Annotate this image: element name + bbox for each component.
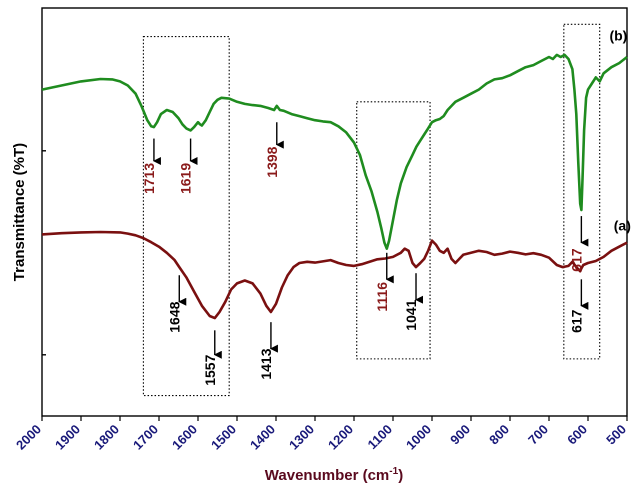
x-tick-label: 1300 [286,422,317,453]
x-tick-label: 1800 [91,422,122,453]
curve-label: (a) [614,217,631,233]
region-box [563,23,601,360]
region-box [356,101,431,360]
peak-label: 617 [568,248,584,272]
x-axis-title: Wavenumber (cm-1) [265,466,403,484]
x-axis-title-sup: -1 [389,466,398,477]
x-tick-label: 1200 [325,422,356,453]
peak-label: 1557 [202,354,218,385]
x-tick-label: 1500 [208,422,239,453]
x-axis-title-end: ) [398,467,403,484]
peak-label: 617 [568,309,584,333]
x-tick-label: 700 [525,422,551,448]
peak-label: 1041 [403,299,419,330]
x-tick-label: 1700 [130,422,161,453]
x-tick-label: 1600 [169,422,200,453]
dotted-box-group [142,23,601,397]
peak-label: 1116 [374,282,390,312]
x-tick-label: 2000 [13,422,44,453]
x-tick-label: 1000 [403,422,434,453]
x-tick-label: 800 [486,422,512,448]
peak-label: 1398 [264,146,280,177]
region-box [142,36,230,397]
x-axis-title-main: Wavenumber (cm [265,467,389,484]
x-tick-label: 600 [564,422,590,448]
series-line-b [41,53,628,250]
peak-label: 1713 [141,163,157,194]
annotation-group: 1713 1619 1398 1116 617 1648 1557 1413 1041 617 [141,122,589,386]
x-tick-label: 1900 [52,422,83,453]
x-tick-label: 1100 [365,422,396,453]
curve-label: (b) [609,28,627,44]
x-tick-label: 1400 [247,422,278,453]
series-group: (a) (b) [41,28,631,320]
x-axis: 2000 1900 1800 1700 1600 1500 1400 1300 1200 1100… [13,416,629,453]
y-axis [42,150,46,356]
x-tick-label: 500 [603,422,629,448]
peak-label: 1619 [178,163,194,194]
plot-frame [41,7,628,417]
peak-label: 1413 [258,348,274,379]
x-tick-label: 900 [447,422,473,448]
y-axis-title: Transmittance (%T) [11,143,28,281]
peak-label: 1648 [166,301,182,332]
series-line-a [41,230,628,320]
